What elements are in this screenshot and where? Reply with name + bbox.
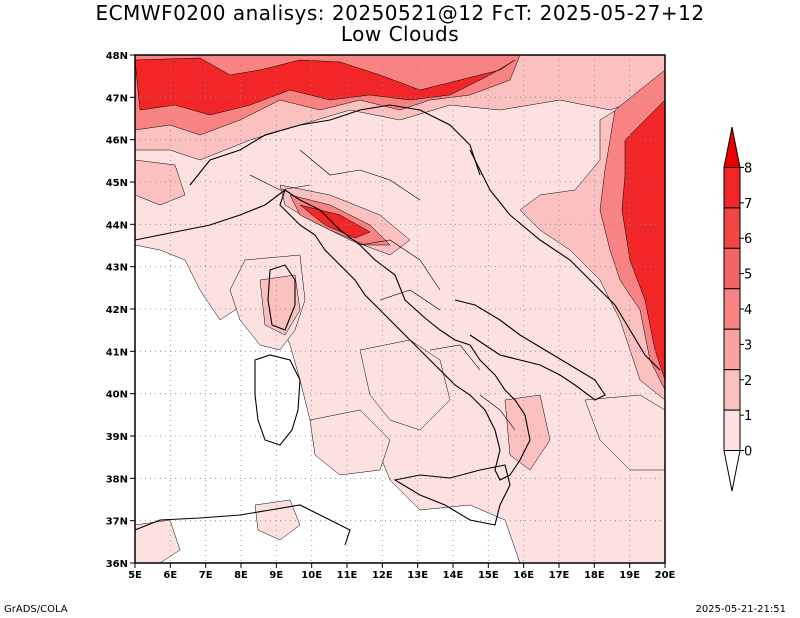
colorbar-swatch: [723, 207, 741, 249]
latitude-tick-label: 43N: [106, 263, 128, 274]
colorbar-label: 3: [744, 338, 752, 353]
cloud-level-2-region: [135, 159, 186, 206]
colorbar-label: 8: [744, 161, 752, 176]
cloud-level-1-region: [135, 519, 181, 563]
longitude-tick-label: 11E: [337, 570, 358, 581]
cloud-level-7-region: [135, 57, 516, 116]
balkan-coastline: [469, 149, 661, 371]
colorbar-label: 4: [744, 303, 752, 318]
map-gridlines: [135, 55, 665, 563]
france-coastline: [135, 189, 286, 241]
latitude-axis: 36N 37N 38N 39N 40N 41N 42N 43N 44N 45N 46N 47N 48N: [106, 51, 135, 570]
latitude-tick-label: 46N: [106, 136, 128, 147]
longitude-tick-label: 14E: [443, 570, 464, 581]
regional-borders: [249, 149, 516, 431]
map-subtitle: Low Clouds: [340, 22, 460, 46]
longitude-tick-label: 10E: [301, 570, 322, 581]
cloud-level-7-region: [621, 99, 665, 381]
africa-coastline: [135, 504, 351, 546]
alpine-border: [189, 104, 481, 186]
colorbar-swatch: [723, 288, 741, 330]
longitude-tick-label: 17E: [549, 570, 570, 581]
colorbar-label: 2: [744, 374, 752, 389]
footer-credit: GrADS/COLA: [4, 604, 68, 615]
sicily-coastline: [393, 464, 511, 526]
latitude-tick-label: 47N: [106, 93, 128, 104]
latitude-tick-label: 38N: [106, 474, 128, 485]
latitude-tick-label: 36N: [106, 559, 128, 570]
corsica-coastline: [267, 264, 296, 331]
latitude-tick-label: 48N: [106, 51, 128, 62]
puglia-coastline: [454, 299, 606, 401]
longitude-tick-label: 13E: [407, 570, 428, 581]
longitude-tick-label: 15E: [478, 570, 499, 581]
colorbar-label: 1: [744, 409, 752, 424]
latitude-tick-label: 40N: [106, 390, 128, 401]
sardinia-coastline: [254, 354, 301, 446]
colorbar-label: 0: [744, 445, 752, 460]
cloud-level-1-region: [309, 409, 391, 476]
longitude-tick-label: 12E: [372, 570, 393, 581]
map-title: ECMWF0200 analisys: 20250521@12 FcT: 202…: [95, 1, 705, 25]
latitude-tick-label: 42N: [106, 305, 128, 316]
longitude-tick-label: 9E: [269, 570, 283, 581]
colorbar-swatch: [723, 247, 741, 290]
latitude-tick-label: 37N: [106, 517, 128, 528]
colorbar: 0 1 2 3 4 5 6 7 8: [723, 126, 752, 492]
italy-coastline: [279, 189, 531, 481]
longitude-tick-label: 20E: [655, 570, 676, 581]
longitude-tick-label: 6E: [163, 570, 177, 581]
latitude-tick-label: 44N: [106, 220, 128, 231]
longitude-tick-label: 19E: [619, 570, 640, 581]
longitude-tick-label: 8E: [234, 570, 248, 581]
colorbar-swatch: [723, 166, 741, 209]
cloud-level-1-region: [359, 339, 451, 431]
colorbar-swatch: [723, 328, 741, 371]
latitude-tick-label: 45N: [106, 178, 128, 189]
longitude-tick-label: 18E: [584, 570, 605, 581]
footer-timestamp: 2025-05-21-21:51: [695, 604, 786, 615]
cloud-level-1-region: [584, 394, 665, 471]
longitude-tick-label: 16E: [513, 570, 534, 581]
cloud-level-2-region: [504, 394, 551, 471]
longitude-tick-label: 5E: [128, 570, 142, 581]
colorbar-swatch: [723, 409, 741, 452]
cloud-level-1-region: [254, 499, 301, 541]
longitude-tick-label: 7E: [199, 570, 213, 581]
cloud-level-7-region: [299, 204, 371, 239]
colorbar-label: 7: [744, 197, 752, 212]
colorbar-swatch: [723, 369, 741, 411]
colorbar-top-arrow: [723, 126, 741, 168]
colorbar-label: 6: [744, 232, 752, 247]
coastlines: [135, 104, 661, 546]
latitude-tick-label: 39N: [106, 432, 128, 443]
longitude-axis: 5E 6E 7E 8E 9E 10E 11E 12E 13E 14E 15E 16E 17E 18E 19E…: [128, 563, 676, 581]
colorbar-bottom-arrow: [723, 450, 741, 492]
colorbar-label: 5: [744, 268, 752, 283]
latitude-tick-label: 41N: [106, 347, 128, 358]
cloud-level-2-region: [259, 274, 301, 336]
